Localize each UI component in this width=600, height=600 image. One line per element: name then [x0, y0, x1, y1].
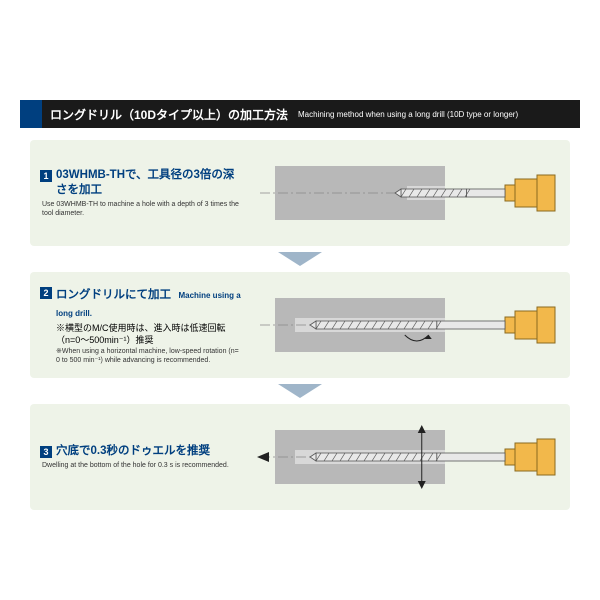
step-2-diagram	[250, 280, 560, 370]
steps-container: 1 03WHMB-THで、工具径の3倍の深さを加工 Use 03WHMB-TH …	[30, 140, 570, 516]
header-main: ロングドリル（10Dタイプ以上）の加工方法 Machining method w…	[42, 100, 580, 128]
step-2-num: 2	[40, 287, 52, 299]
step-1-title-jp: 03WHMB-THで、工具径の3倍の深さを加工	[56, 168, 242, 198]
header-accent	[20, 100, 42, 128]
step-3-num: 3	[40, 446, 52, 458]
step-2-note-en: ※When using a horizontal machine, low-sp…	[56, 348, 242, 365]
step-1-desc-en: Use 03WHMB-TH to machine a hole with a d…	[42, 200, 242, 218]
step-3-title-jp: 穴底で0.3秒のドゥエルを推奨	[56, 444, 210, 459]
header-bar: ロングドリル（10Dタイプ以上）の加工方法 Machining method w…	[20, 100, 580, 128]
step-1-diagram	[250, 148, 560, 238]
step-1-num: 1	[40, 170, 52, 182]
arrow-1-2-icon	[278, 252, 322, 266]
step-2-title-jp: ロングドリルにて加工	[56, 289, 171, 301]
arrow-2-3-icon	[278, 384, 322, 398]
step-3-text: 3 穴底で0.3秒のドゥエルを推奨 Dwelling at the bottom…	[40, 444, 250, 470]
step-1-text: 1 03WHMB-THで、工具径の3倍の深さを加工 Use 03WHMB-TH …	[40, 168, 250, 218]
step-1: 1 03WHMB-THで、工具径の3倍の深さを加工 Use 03WHMB-TH …	[30, 140, 570, 246]
step-3: 3 穴底で0.3秒のドゥエルを推奨 Dwelling at the bottom…	[30, 404, 570, 510]
step-3-diagram	[250, 412, 560, 502]
header-title-jp: ロングドリル（10Dタイプ以上）の加工方法	[50, 106, 288, 123]
step-2: 2 ロングドリルにて加工 Machine using a long drill.…	[30, 272, 570, 378]
step-2-sub-jp: ※横型のM/C使用時は、進入時は低速回転（n=0～500min⁻¹）推奨	[56, 323, 242, 346]
header-title-en: Machining method when using a long drill…	[298, 110, 518, 119]
step-2-text: 2 ロングドリルにて加工 Machine using a long drill.…	[40, 285, 250, 365]
step-3-desc-en: Dwelling at the bottom of the hole for 0…	[42, 461, 242, 470]
